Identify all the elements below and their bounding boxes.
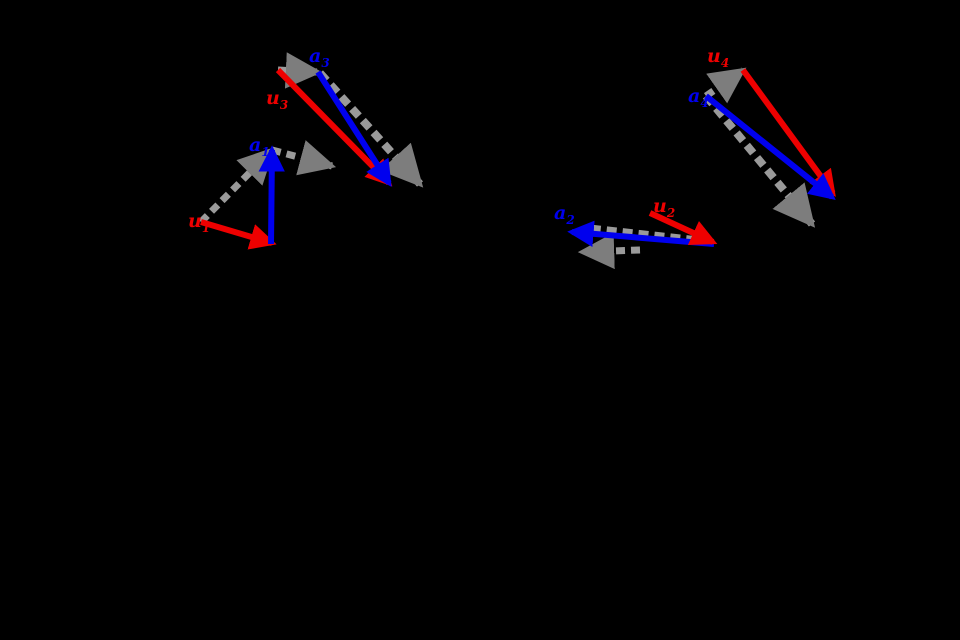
vector-group-3: a3 u3: [266, 45, 424, 188]
label-a2: a2: [554, 202, 575, 227]
gray-vector-2b: [577, 232, 641, 270]
gray-vector-3b: [317, 70, 424, 188]
gray-vector-4b: [702, 93, 816, 228]
red-vector-u4: [740, 68, 836, 197]
label-u3: u3: [266, 87, 288, 112]
label-a4: a4: [688, 85, 709, 110]
label-a1: a1: [249, 134, 270, 159]
gray-vector-3: [277, 52, 323, 89]
blue-vector-a1: [258, 145, 285, 245]
label-u2: u2: [653, 195, 675, 220]
vector-group-4: u4 a4: [688, 45, 836, 228]
red-vector-u2: [648, 210, 718, 245]
gray-vector-1: [198, 147, 275, 225]
label-a3: a3: [309, 45, 330, 70]
vector-group-2: a2 u2: [554, 195, 718, 270]
vector-group-1: a1 u1: [188, 134, 337, 250]
red-vector-u1: [200, 219, 277, 250]
label-u1: u1: [188, 210, 210, 235]
gray-vector-1b: [271, 140, 337, 176]
blue-vector-a4: [704, 93, 836, 201]
blue-vector-a3: [315, 70, 392, 188]
label-u4: u4: [707, 45, 729, 70]
gray-vector-4: [703, 67, 747, 104]
